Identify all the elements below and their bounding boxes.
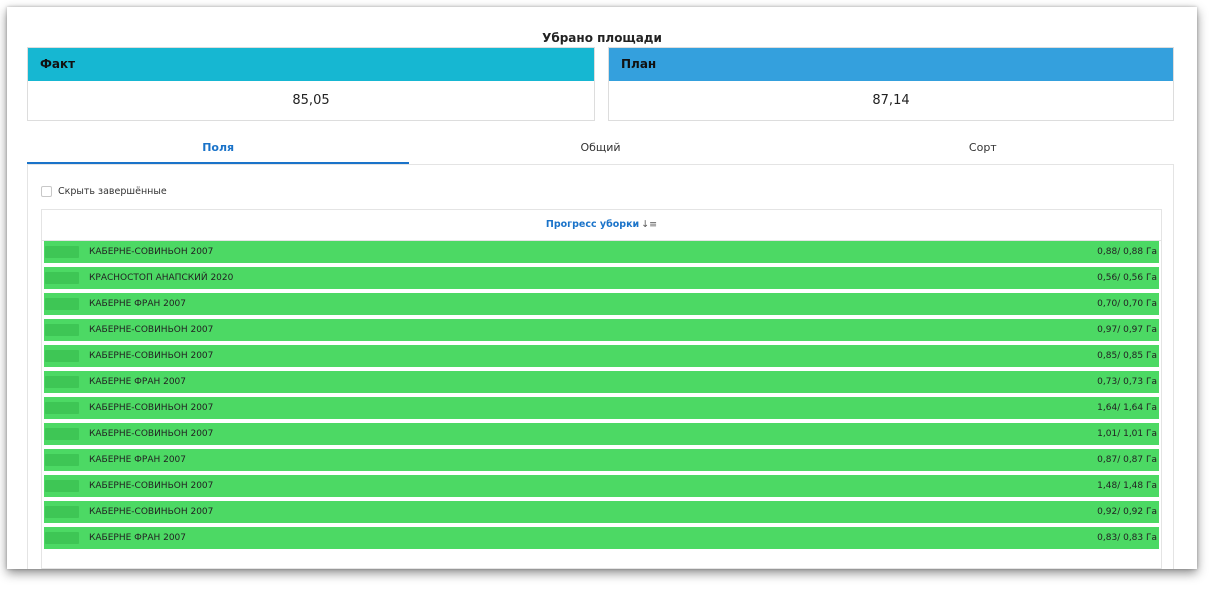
field-area-value: 0,87/ 0,87 Га bbox=[1097, 455, 1157, 465]
field-id-redacted bbox=[45, 506, 79, 518]
field-area-value: 0,85/ 0,85 Га bbox=[1097, 351, 1157, 361]
field-id-redacted bbox=[45, 480, 79, 492]
field-id-redacted bbox=[45, 298, 79, 310]
field-id-redacted bbox=[45, 272, 79, 284]
progress-table: Прогресс уборки ↓≡ КАБЕРНЕ-СОВИНЬОН 2007 0… bbox=[41, 209, 1162, 569]
hide-completed-label: Скрыть завершённые bbox=[58, 186, 167, 197]
table-row[interactable]: КАБЕРНЕ-СОВИНЬОН 2007 0,88/ 0,88 Га bbox=[44, 241, 1159, 263]
plan-label: План bbox=[609, 48, 1173, 81]
field-name: КАБЕРНЕ ФРАН 2007 bbox=[89, 533, 187, 543]
field-id-redacted bbox=[45, 454, 79, 466]
progress-bar-fill bbox=[44, 501, 1159, 523]
field-area-value: 1,48/ 1,48 Га bbox=[1097, 481, 1157, 491]
table-row[interactable]: КАБЕРНЕ-СОВИНЬОН 2007 1,48/ 1,48 Га bbox=[44, 475, 1159, 497]
progress-bar-fill bbox=[44, 475, 1159, 497]
progress-column-header[interactable]: Прогресс уборки ↓≡ bbox=[42, 210, 1161, 241]
tab-variety[interactable]: Сорт bbox=[968, 141, 997, 154]
table-row[interactable]: КАБЕРНЕ-СОВИНЬОН 2007 0,92/ 0,92 Га bbox=[44, 501, 1159, 523]
field-area-value: 0,56/ 0,56 Га bbox=[1097, 273, 1157, 283]
fact-panel: Факт 85,05 bbox=[27, 47, 595, 121]
harvest-card: Убрано площади Факт 85,05 План 87,14 Пол… bbox=[7, 7, 1197, 569]
progress-bar-fill bbox=[44, 267, 1159, 289]
progress-bar-fill bbox=[44, 241, 1159, 263]
progress-rows: КАБЕРНЕ-СОВИНЬОН 2007 0,88/ 0,88 Га КРАСНО… bbox=[44, 241, 1159, 553]
field-name: КАБЕРНЕ ФРАН 2007 bbox=[89, 377, 187, 387]
field-id-redacted bbox=[45, 376, 79, 388]
table-row[interactable]: КАБЕРНЕ ФРАН 2007 0,87/ 0,87 Га bbox=[44, 449, 1159, 471]
field-name: КАБЕРНЕ-СОВИНЬОН 2007 bbox=[89, 481, 214, 491]
table-row[interactable]: КАБЕРНЕ ФРАН 2007 0,83/ 0,83 Га bbox=[44, 527, 1159, 549]
progress-bar-fill bbox=[44, 345, 1159, 367]
plan-value: 87,14 bbox=[872, 93, 910, 108]
table-row[interactable]: КАБЕРНЕ-СОВИНЬОН 2007 0,97/ 0,97 Га bbox=[44, 319, 1159, 341]
progress-bar-fill bbox=[44, 371, 1159, 393]
table-row[interactable]: КАБЕРНЕ-СОВИНЬОН 2007 0,85/ 0,85 Га bbox=[44, 345, 1159, 367]
hide-completed-toggle[interactable]: Скрыть завершённые bbox=[41, 186, 167, 197]
field-name: КАБЕРНЕ-СОВИНЬОН 2007 bbox=[89, 429, 214, 439]
field-area-value: 0,70/ 0,70 Га bbox=[1097, 299, 1157, 309]
tab-general[interactable]: Общий bbox=[580, 141, 621, 154]
field-area-value: 0,73/ 0,73 Га bbox=[1097, 377, 1157, 387]
field-area-value: 0,97/ 0,97 Га bbox=[1097, 325, 1157, 335]
tab-fields[interactable]: Поля bbox=[27, 133, 410, 164]
progress-bar-fill bbox=[44, 423, 1159, 445]
sort-descending-icon[interactable]: ↓≡ bbox=[641, 219, 658, 230]
field-area-value: 1,01/ 1,01 Га bbox=[1097, 429, 1157, 439]
field-name: КАБЕРНЕ-СОВИНЬОН 2007 bbox=[89, 247, 214, 257]
field-name: КАБЕРНЕ-СОВИНЬОН 2007 bbox=[89, 403, 214, 413]
field-id-redacted bbox=[45, 324, 79, 336]
fact-label: Факт bbox=[28, 48, 594, 81]
field-area-value: 0,88/ 0,88 Га bbox=[1097, 247, 1157, 257]
field-area-value: 0,92/ 0,92 Га bbox=[1097, 507, 1157, 517]
field-id-redacted bbox=[45, 246, 79, 258]
field-id-redacted bbox=[45, 350, 79, 362]
plan-panel: План 87,14 bbox=[608, 47, 1174, 121]
field-name: КАБЕРНЕ-СОВИНЬОН 2007 bbox=[89, 325, 214, 335]
field-name: КАБЕРНЕ ФРАН 2007 bbox=[89, 299, 187, 309]
field-area-value: 0,83/ 0,83 Га bbox=[1097, 533, 1157, 543]
field-id-redacted bbox=[45, 428, 79, 440]
field-name: КРАСНОСТОП АНАПСКИЙ 2020 bbox=[89, 273, 234, 283]
progress-bar-fill bbox=[44, 293, 1159, 315]
field-name: КАБЕРНЕ-СОВИНЬОН 2007 bbox=[89, 351, 214, 361]
tab-bar: Поля Общий Сорт bbox=[27, 133, 1174, 165]
fields-panel: Скрыть завершённые Прогресс уборки ↓≡ КАБ… bbox=[27, 164, 1174, 569]
progress-bar-fill bbox=[44, 527, 1159, 549]
progress-bar-fill bbox=[44, 449, 1159, 471]
hide-completed-checkbox[interactable] bbox=[41, 186, 52, 197]
progress-header-label: Прогресс уборки bbox=[545, 219, 640, 230]
table-row[interactable]: КАБЕРНЕ ФРАН 2007 0,70/ 0,70 Га bbox=[44, 293, 1159, 315]
table-row[interactable]: КАБЕРНЕ-СОВИНЬОН 2007 1,64/ 1,64 Га bbox=[44, 397, 1159, 419]
field-name: КАБЕРНЕ-СОВИНЬОН 2007 bbox=[89, 507, 214, 517]
page-title: Убрано площади bbox=[542, 31, 662, 45]
progress-bar-fill bbox=[44, 319, 1159, 341]
table-row[interactable]: КРАСНОСТОП АНАПСКИЙ 2020 0,56/ 0,56 Га bbox=[44, 267, 1159, 289]
fact-value: 85,05 bbox=[292, 93, 330, 108]
field-id-redacted bbox=[45, 402, 79, 414]
field-area-value: 1,64/ 1,64 Га bbox=[1097, 403, 1157, 413]
field-id-redacted bbox=[45, 532, 79, 544]
progress-bar-fill bbox=[44, 397, 1159, 419]
table-row[interactable]: КАБЕРНЕ-СОВИНЬОН 2007 1,01/ 1,01 Га bbox=[44, 423, 1159, 445]
field-name: КАБЕРНЕ ФРАН 2007 bbox=[89, 455, 187, 465]
table-row[interactable]: КАБЕРНЕ ФРАН 2007 0,73/ 0,73 Га bbox=[44, 371, 1159, 393]
